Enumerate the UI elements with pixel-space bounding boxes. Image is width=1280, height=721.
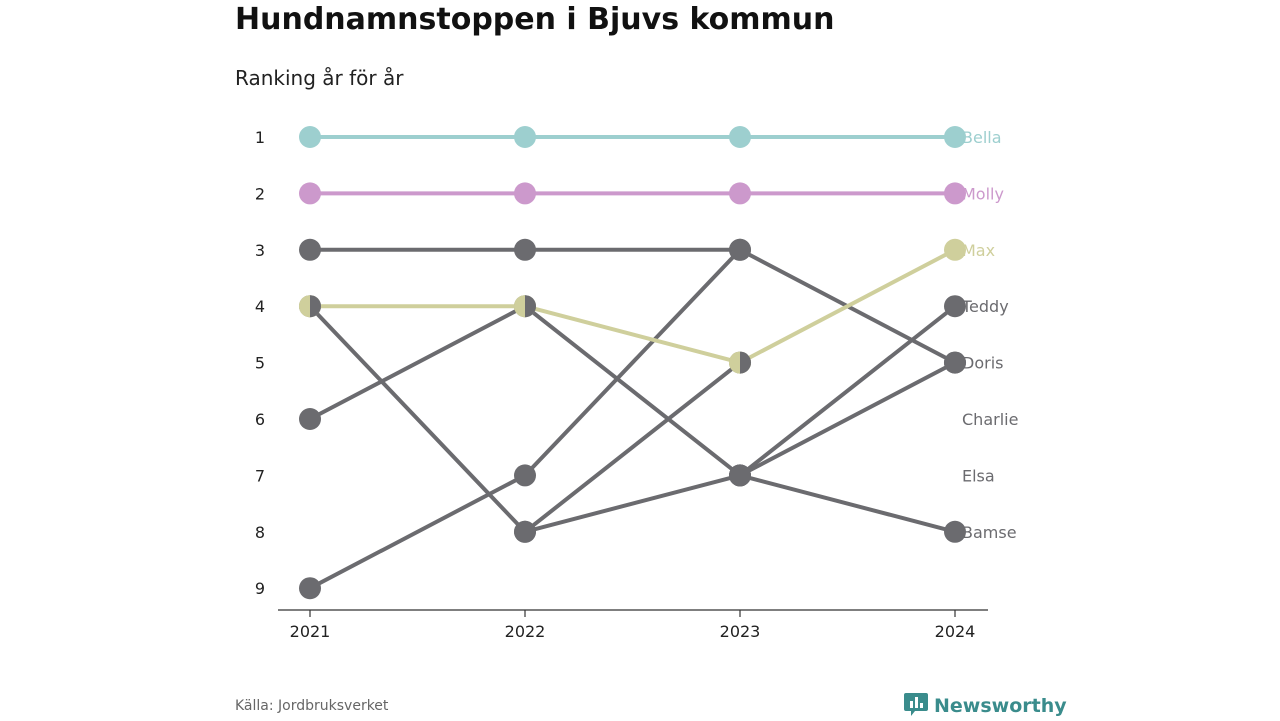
y-tick-label: 3 bbox=[255, 241, 265, 260]
data-point-bella bbox=[299, 126, 321, 148]
data-point-teddy bbox=[944, 295, 966, 318]
data-point-molly bbox=[514, 182, 536, 205]
data-point-molly bbox=[944, 182, 966, 205]
data-point-bella bbox=[944, 126, 966, 148]
series-line-elsa bbox=[523, 360, 742, 534]
shared-point-half bbox=[740, 351, 751, 374]
brand-name: Newsworthy bbox=[934, 695, 1067, 717]
end-label-charlie: Charlie bbox=[962, 410, 1018, 429]
series-line-max bbox=[308, 247, 957, 365]
y-tick-label: 9 bbox=[255, 579, 265, 598]
end-label-elsa: Elsa bbox=[962, 466, 995, 485]
brand-logo[interactable]: Newsworthy bbox=[904, 692, 1067, 720]
y-tick-label: 1 bbox=[255, 128, 265, 147]
data-point-bamse bbox=[944, 520, 966, 543]
y-tick-label: 7 bbox=[255, 466, 265, 485]
data-point-molly bbox=[299, 182, 321, 205]
data-point-bella bbox=[514, 126, 536, 148]
end-label-doris: Doris bbox=[962, 354, 1003, 373]
source-note: Källa: Jordbruksverket bbox=[235, 698, 389, 714]
chart-title: Hundnamnstoppen i Bjuvs kommun bbox=[235, 2, 835, 37]
series-line-teddy bbox=[308, 304, 957, 478]
y-tick-label: 2 bbox=[255, 184, 265, 203]
y-tick-label: 8 bbox=[255, 523, 265, 542]
shared-point-half bbox=[299, 295, 310, 318]
y-tick-label: 4 bbox=[255, 297, 265, 316]
data-point-bella bbox=[729, 126, 751, 148]
data-point-charlie bbox=[729, 238, 751, 261]
data-point-charlie bbox=[299, 577, 321, 600]
data-point-doris bbox=[514, 238, 536, 261]
chart-subtitle: Ranking år för år bbox=[235, 66, 404, 90]
end-label-bamse: Bamse bbox=[962, 523, 1017, 542]
data-point-max bbox=[944, 238, 966, 261]
y-tick-label: 5 bbox=[255, 354, 265, 373]
end-label-teddy: Teddy bbox=[961, 297, 1009, 316]
data-point-teddy bbox=[299, 408, 321, 430]
x-tick-label: 2024 bbox=[935, 622, 976, 641]
x-tick-label: 2021 bbox=[290, 622, 331, 641]
end-label-max: Max bbox=[962, 241, 995, 260]
bump-chart: 2021 2022 2023 2024 1 2 3 4 5 6 7 8 9 Bella Molly Max Te… bbox=[255, 126, 1018, 641]
series-line-unlabeled bbox=[738, 360, 957, 478]
x-tick-label: 2022 bbox=[505, 622, 546, 641]
x-tick-label: 2023 bbox=[720, 622, 761, 641]
data-point-molly bbox=[729, 182, 751, 205]
data-point-bamse bbox=[514, 520, 536, 543]
data-point-unlabeled bbox=[729, 464, 751, 487]
newsworthy-logo-icon bbox=[904, 691, 928, 721]
shared-point-half bbox=[729, 351, 740, 374]
end-label-bella: Bella bbox=[962, 128, 1002, 147]
end-label-molly: Molly bbox=[962, 184, 1004, 203]
series-line-bamse bbox=[308, 304, 957, 534]
y-tick-label: 6 bbox=[255, 410, 265, 429]
shared-point-half bbox=[514, 295, 525, 318]
shared-point-half bbox=[525, 295, 537, 318]
shared-point-half bbox=[310, 295, 322, 318]
data-point-charlie bbox=[514, 464, 536, 487]
data-point-doris bbox=[299, 238, 321, 261]
data-point-unlabeled bbox=[944, 351, 966, 374]
